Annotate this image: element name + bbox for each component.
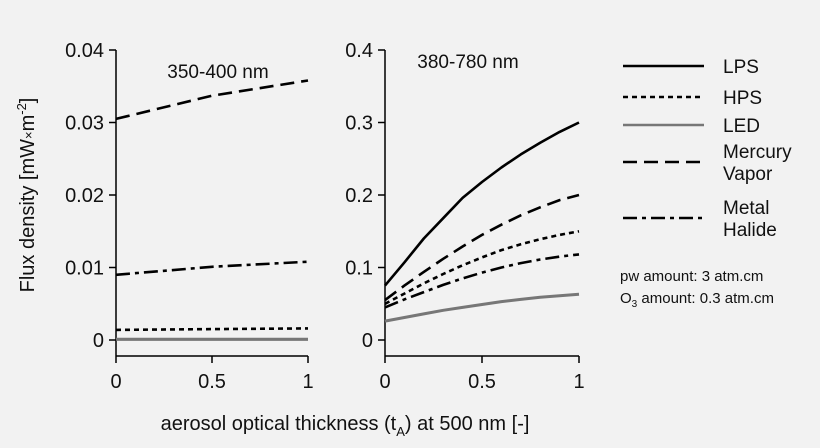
x-tick-label: 0.5 (468, 371, 496, 393)
y-tick-label: 0.2 (345, 185, 373, 207)
y-axis-label: Flux density [mW×m-2] (14, 98, 39, 293)
series-line-lps-panel-2 (384, 121, 580, 287)
legend-label: LPS (723, 57, 759, 78)
series-line-hps-panel-1 (115, 327, 309, 332)
series-line-hps-panel-2 (384, 230, 580, 305)
legend-label: LED (723, 116, 760, 137)
legend-label: Halide (723, 220, 777, 241)
panel-label: 350-400 nm (167, 62, 268, 83)
o3-amount-note: O3 amount: 0.3 atm.cm (620, 290, 774, 310)
y-tick-label: 0.04 (65, 40, 104, 62)
y-tick-label: 0.01 (65, 258, 104, 280)
series-line-mercury-vapor-panel-2 (384, 193, 580, 302)
y-tick-label: 0.03 (65, 113, 104, 135)
y-tick-label: 0 (362, 330, 373, 352)
legend-item-lps: LPS (623, 57, 759, 78)
x-tick-label: 0 (110, 371, 121, 393)
y-tick-label: 0.02 (65, 185, 104, 207)
series-line-metal-halide-panel-1 (115, 260, 309, 277)
y-tick-label: 0 (93, 330, 104, 352)
legend-item-led: LED (623, 116, 760, 137)
y-tick-label: 0.3 (345, 113, 373, 135)
pw-amount-note: pw amount: 3 atm.cm (620, 268, 763, 285)
panel-1: 0 0.01 0.02 0.03 0.04 0 0.5 1 350-400 nm (65, 40, 314, 393)
x-axis-label: aerosol optical thickness (tA) at 500 nm… (161, 413, 530, 439)
x-tick-label: 1 (302, 371, 313, 393)
panel-label: 380-780 nm (417, 52, 518, 73)
x-tick-label: 0.5 (198, 371, 226, 393)
legend-item-hps: HPS (623, 88, 762, 109)
legend-label: HPS (723, 88, 762, 109)
series-line-mercury-vapor-panel-1 (115, 79, 309, 121)
series-line-metal-halide-panel-2 (384, 253, 580, 309)
x-tick-label: 1 (573, 371, 584, 393)
legend-label: Metal (723, 198, 769, 219)
y-tick-label: 0.4 (345, 40, 373, 62)
legend-label: Vapor (723, 164, 773, 185)
series-line-led-panel-2 (384, 292, 580, 323)
y-tick-label: 0.1 (345, 258, 373, 280)
legend-label: Mercury (723, 142, 792, 163)
panel-2: 0 0.1 0.2 0.3 0.4 0 0.5 1 380-780 nm (345, 40, 584, 393)
x-tick-label: 0 (379, 371, 390, 393)
